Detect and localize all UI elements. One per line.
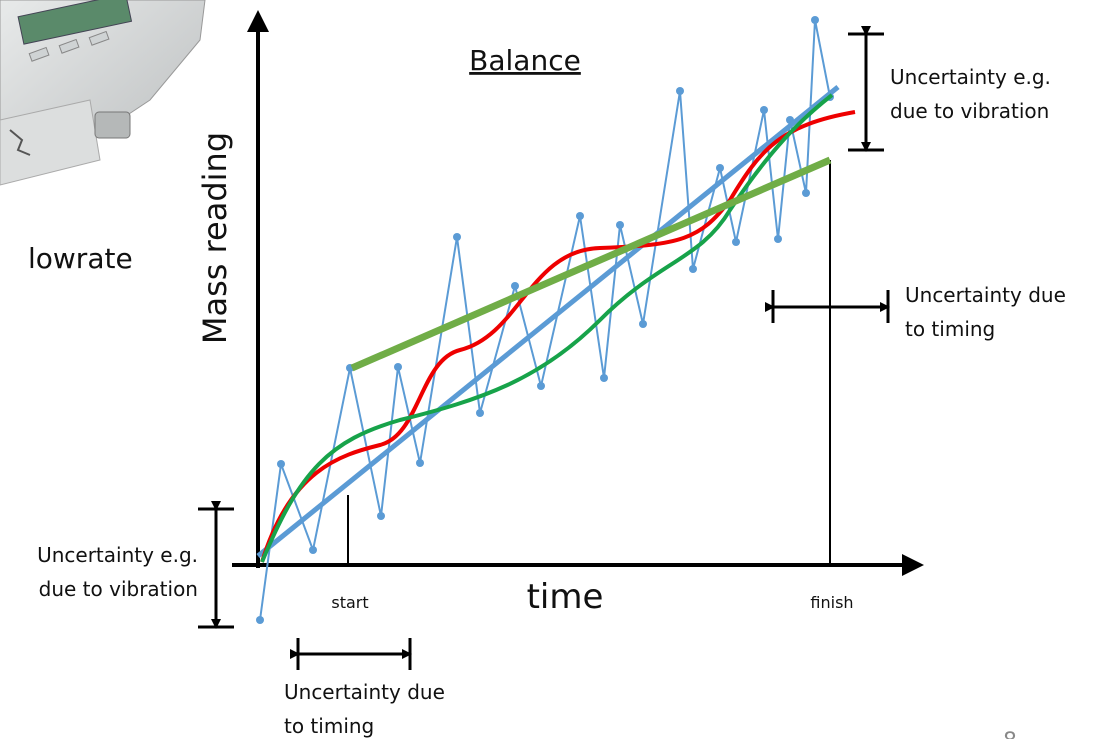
reading-point <box>277 460 285 468</box>
reading-point <box>394 363 402 371</box>
reading-point <box>476 409 484 417</box>
reading-point <box>416 459 424 467</box>
reading-point <box>616 221 624 229</box>
reading-point <box>774 235 782 243</box>
reading-point <box>576 212 584 220</box>
reading-point <box>537 382 545 390</box>
reading-points <box>256 16 834 624</box>
annotation-line: Uncertainty due <box>284 680 445 704</box>
reading-point <box>689 265 697 273</box>
annotation-line: due to vibration <box>890 99 1049 123</box>
reading-point <box>453 233 461 241</box>
reading-point <box>732 238 740 246</box>
start-label: start <box>331 593 368 612</box>
reading-point <box>377 512 385 520</box>
annotation-line: to timing <box>905 317 995 341</box>
reading-point <box>309 546 317 554</box>
reading-point <box>760 106 768 114</box>
annotation-line: due to vibration <box>39 577 198 601</box>
reading-point <box>639 320 647 328</box>
annotations: Uncertainty e.g. due to vibration Uncert… <box>37 65 1066 738</box>
smoothed-curve <box>260 110 856 563</box>
uncertainty-bars <box>198 26 890 670</box>
reading-point <box>811 16 819 24</box>
annotation-line: Uncertainty e.g. <box>37 543 198 567</box>
reading-point <box>256 616 264 624</box>
raw-readings <box>259 19 831 621</box>
reading-point <box>511 282 519 290</box>
side-label: lowrate <box>28 242 133 275</box>
fit-curve <box>260 93 834 563</box>
annotation-line: Uncertainty due <box>905 283 1066 307</box>
linear-fit <box>256 85 840 558</box>
reading-point <box>716 164 724 172</box>
x-axis-label: time <box>527 577 604 617</box>
device-image <box>0 0 206 186</box>
annotation-line: Uncertainty e.g. <box>890 65 1051 89</box>
y-axis-label: Mass reading <box>196 132 234 344</box>
reading-point <box>802 189 810 197</box>
annotation-line: to timing <box>284 714 374 738</box>
reading-point <box>676 87 684 95</box>
start-finish-line <box>350 156 832 372</box>
page-number: 8 <box>1003 729 1017 739</box>
finish-label: finish <box>810 593 853 612</box>
chart-title: Balance <box>469 44 581 77</box>
reading-point <box>600 374 608 382</box>
